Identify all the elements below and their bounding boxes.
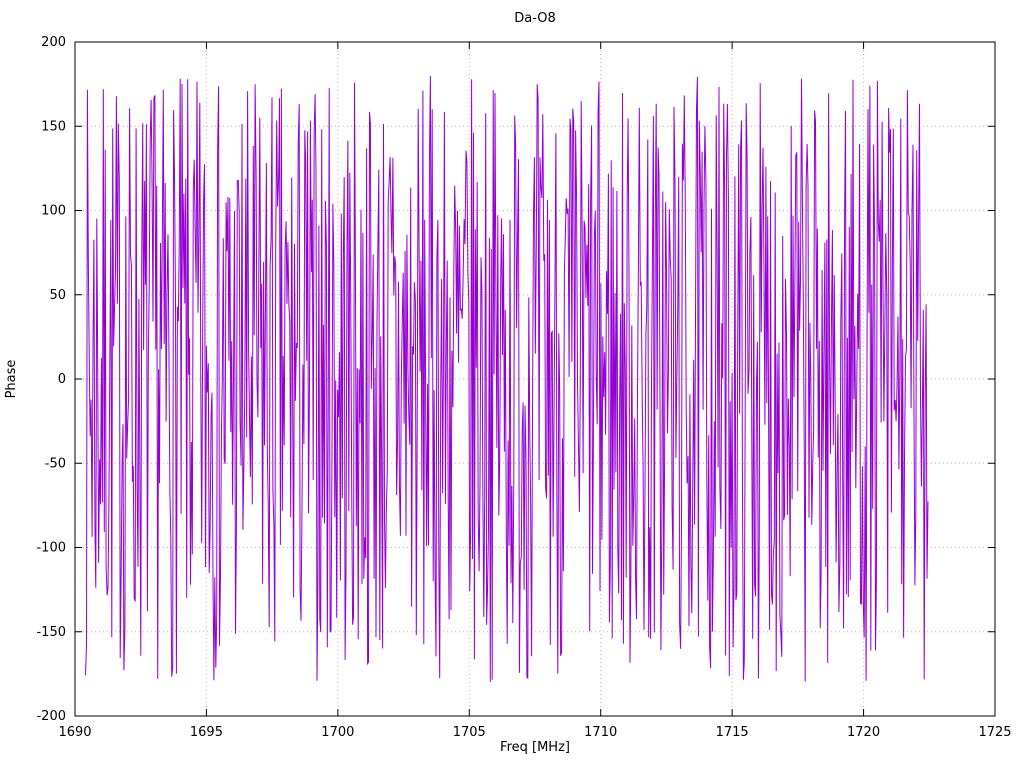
y-tick-label: 0 (58, 372, 66, 387)
x-tick-label: 1690 (58, 725, 91, 740)
y-tick-label: 100 (41, 204, 66, 219)
y-tick-label: 150 (41, 119, 66, 134)
x-axis-label: Freq [MHz] (500, 740, 570, 755)
x-tick-labels: 1690 1695 1700 1705 1710 1715 1720 1725 (58, 725, 1011, 740)
series-phase (85, 75, 929, 683)
x-tick-label: 1725 (978, 725, 1011, 740)
y-tick-label: -150 (36, 625, 66, 640)
x-tick-label: 1715 (716, 725, 749, 740)
x-tick-label: 1700 (321, 725, 354, 740)
y-tick-label: -200 (36, 709, 66, 724)
x-tick-label: 1705 (453, 725, 486, 740)
y-tick-label: -50 (45, 456, 66, 471)
y-tick-label: 200 (41, 35, 66, 50)
y-tick-labels: -200 -150 -100 -50 0 50 100 150 200 (36, 35, 66, 724)
y-axis-label: Phase (4, 360, 19, 399)
chart-title: Da-O8 (514, 11, 556, 26)
y-tick-label: 50 (49, 288, 66, 303)
axis-tick-marks (74, 41, 996, 717)
x-tick-label: 1695 (190, 725, 223, 740)
x-tick-label: 1720 (847, 725, 880, 740)
data-series-line (85, 75, 929, 683)
x-tick-label: 1710 (584, 725, 617, 740)
y-tick-label: -100 (36, 541, 66, 556)
